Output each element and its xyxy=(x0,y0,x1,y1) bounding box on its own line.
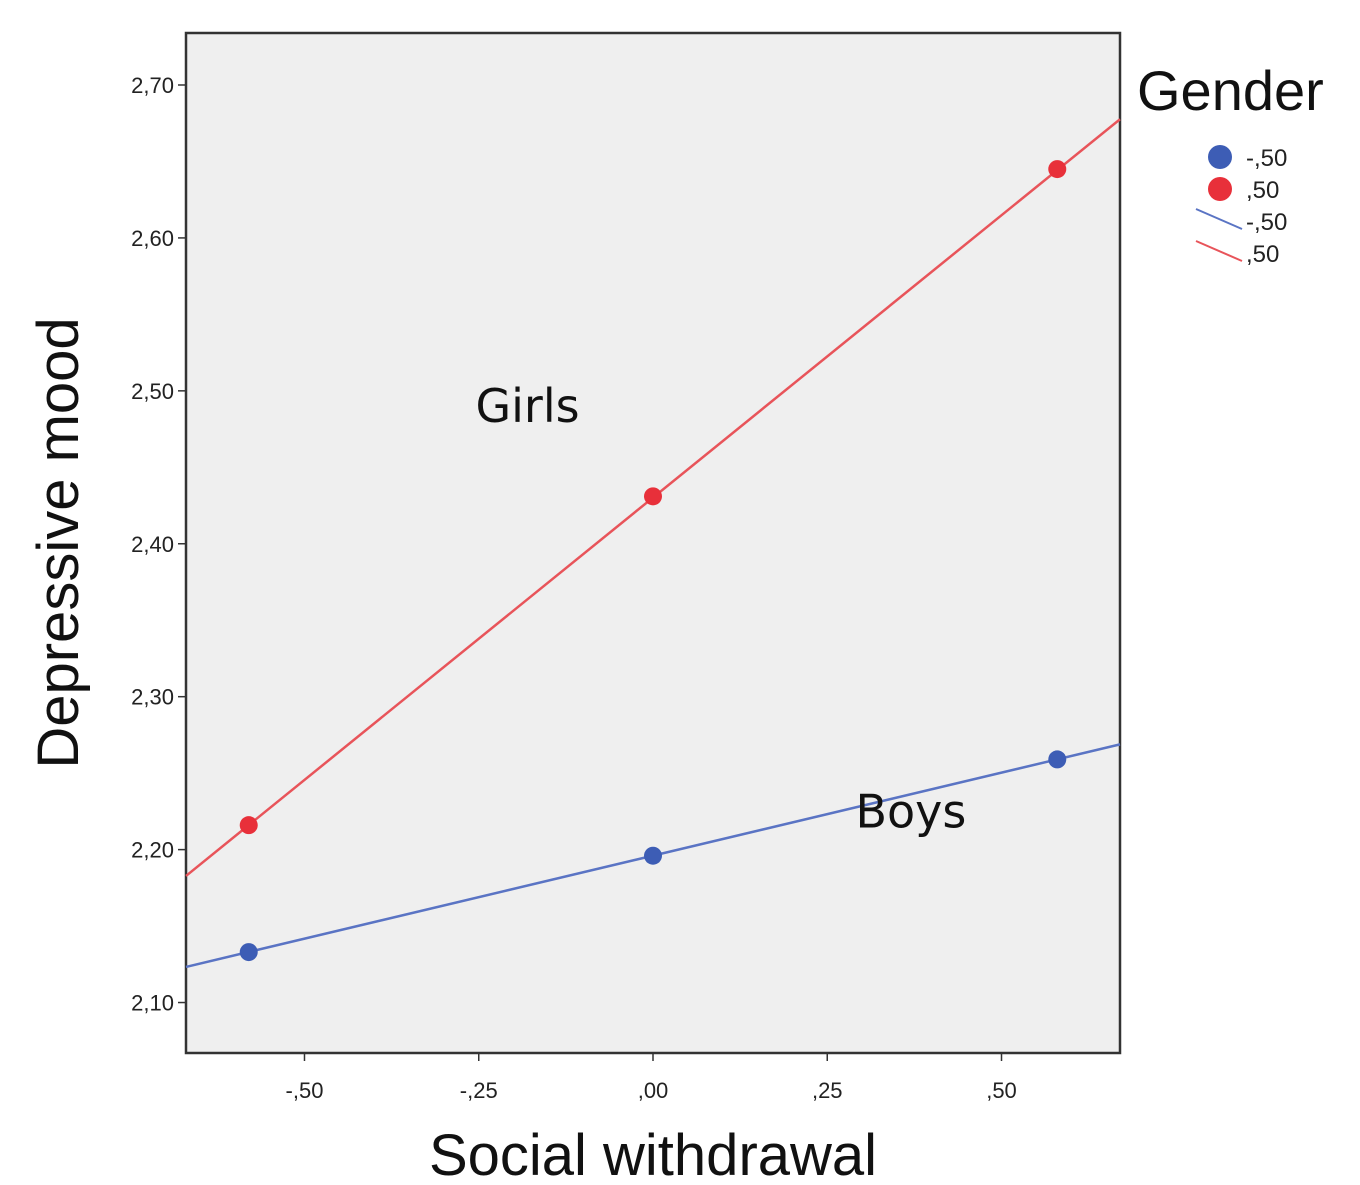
legend-label: -,50 xyxy=(1246,145,1287,172)
y-tick-label: 2,20 xyxy=(131,838,174,863)
series-1-point xyxy=(1048,160,1067,179)
annotation-label: Boys xyxy=(855,784,966,838)
legend-line xyxy=(1195,208,1243,230)
legend-label: -,50 xyxy=(1246,209,1287,236)
annotation-label: Girls xyxy=(475,379,579,433)
x-axis-title: Social withdrawal xyxy=(429,1123,877,1185)
y-tick-label: 2,30 xyxy=(131,685,174,710)
x-tick-label: ,25 xyxy=(812,1078,843,1103)
series-0-point xyxy=(644,846,662,865)
legend-items: -,50 ,50 -,50 ,50 xyxy=(1195,145,1287,268)
y-tick-label: 2,40 xyxy=(131,532,174,557)
series-1-point xyxy=(644,487,662,506)
legend-marker xyxy=(1208,177,1232,201)
y-tick-label: 2,50 xyxy=(131,379,174,404)
legend-marker xyxy=(1208,145,1232,169)
legend-label: ,50 xyxy=(1246,177,1279,204)
series-0-point xyxy=(1048,750,1067,769)
legend-label: ,50 xyxy=(1246,241,1279,268)
series-1-point xyxy=(239,816,258,835)
x-tick-label: ,00 xyxy=(638,1078,669,1103)
x-tick-label: ,50 xyxy=(986,1078,1017,1103)
x-axis: -,50 -,25 ,00 ,25 ,50 xyxy=(286,1053,1017,1103)
annotations: Girls Boys xyxy=(475,379,966,838)
legend-title: Gender xyxy=(1137,59,1324,122)
y-axis-title: Depressive mood xyxy=(26,317,91,768)
x-tick-label: -,25 xyxy=(460,1078,498,1103)
series-0-point xyxy=(239,943,258,962)
y-tick-label: 2,70 xyxy=(131,73,174,98)
legend-line xyxy=(1195,240,1243,262)
x-tick-label: -,50 xyxy=(286,1078,324,1103)
y-tick-label: 2,10 xyxy=(131,991,174,1016)
y-axis: 2,10 2,20 2,30 2,40 2,50 2,60 2,70 xyxy=(131,73,186,1016)
plot-area xyxy=(184,31,1122,1055)
legend: Gender -,50 ,50 -,50 ,50 xyxy=(1137,59,1324,268)
y-tick-label: 2,60 xyxy=(131,226,174,251)
series-layer xyxy=(185,118,1121,969)
